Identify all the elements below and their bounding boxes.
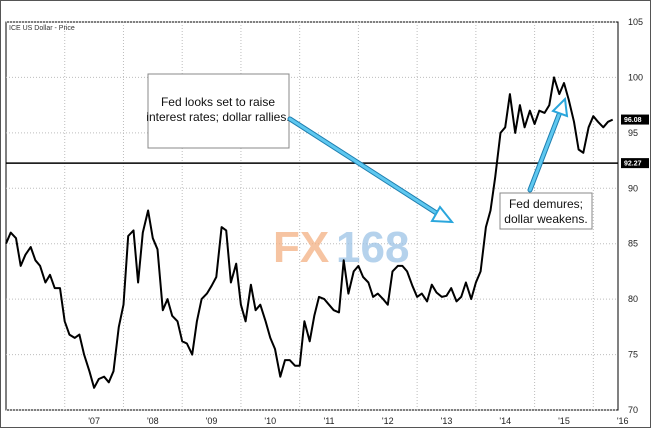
y-tick-label: 95 <box>628 128 638 138</box>
arrow-rally <box>288 117 440 216</box>
x-tick-label: '13 <box>441 416 453 426</box>
arrow-weaken-head <box>551 96 569 118</box>
x-tick-label: '10 <box>264 416 276 426</box>
annotation-weaken-line2: dollar weakens. <box>504 212 587 226</box>
annotation-rally-line2: interest rates; dollar rallies. <box>146 110 289 124</box>
arrow-weaken <box>528 110 562 192</box>
arrow-rally-head <box>430 205 455 224</box>
x-tick-label: '07 <box>88 416 100 426</box>
reference-badge: 92.27 <box>621 158 649 169</box>
y-tick-label: 85 <box>628 239 638 249</box>
y-tick-label: 80 <box>628 294 638 304</box>
annotation-weaken-box <box>499 192 593 230</box>
x-axis: '07 '08 '09 '10 '11 '12 '13 '14 '15 '16 <box>88 416 628 426</box>
x-tick-label: '15 <box>558 416 570 426</box>
y-axis: 70 75 80 85 90 95 100 105 <box>628 17 643 415</box>
x-tick-label: '14 <box>499 416 511 426</box>
x-tick-label: '09 <box>206 416 218 426</box>
x-tick-label: '08 <box>147 416 159 426</box>
y-tick-label: 90 <box>628 183 638 193</box>
watermark-168: 168 <box>336 223 409 272</box>
price-badge: 96.08 <box>621 114 649 125</box>
x-tick-label: '11 <box>324 416 335 426</box>
reference-badge-value: 92.27 <box>624 161 642 168</box>
y-tick-label: 105 <box>628 17 643 27</box>
annotation-rally-line1: Fed looks set to raise <box>161 95 275 109</box>
watermark-fx: FX <box>273 223 329 272</box>
x-tick-label: '12 <box>382 416 394 426</box>
x-tick-label: '16 <box>617 416 629 426</box>
annotation-rally: Fed looks set to raise interest rates; d… <box>146 73 290 149</box>
y-tick-label: 70 <box>628 405 638 415</box>
annotation-weaken: Fed demures; dollar weakens. <box>499 192 593 230</box>
price-badge-box <box>621 114 649 125</box>
reference-badge-box <box>621 158 649 169</box>
annotation-rally-box <box>147 73 290 149</box>
annotation-arrows <box>287 96 569 224</box>
watermark: FX 168 <box>273 223 409 272</box>
series-line-usd-index <box>5 76 614 389</box>
y-tick-label: 100 <box>628 72 643 82</box>
price-badge-value: 96.08 <box>624 117 642 124</box>
annotation-weaken-line1: Fed demures; <box>509 197 583 211</box>
y-tick-label: 75 <box>628 350 638 360</box>
series-label: ICE US Dollar - Price <box>9 25 75 32</box>
